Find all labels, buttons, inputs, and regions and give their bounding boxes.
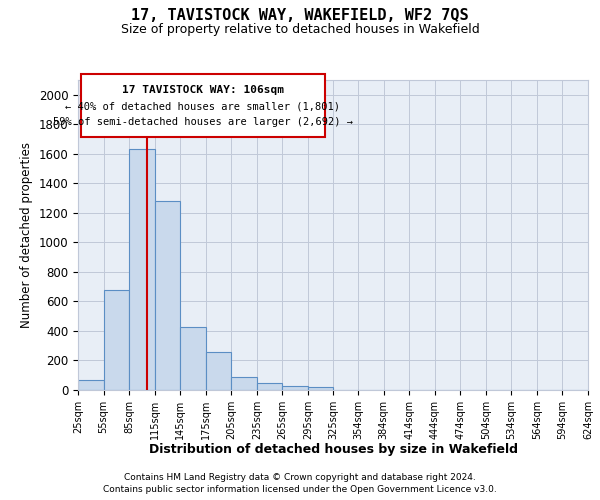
Bar bbox=[308, 387, 334, 390]
Text: 17 TAVISTOCK WAY: 106sqm: 17 TAVISTOCK WAY: 106sqm bbox=[122, 84, 284, 94]
Text: 59% of semi-detached houses are larger (2,692) →: 59% of semi-detached houses are larger (… bbox=[53, 117, 353, 127]
Bar bbox=[206, 352, 231, 390]
Y-axis label: Number of detached properties: Number of detached properties bbox=[20, 142, 33, 328]
Bar bbox=[231, 378, 257, 390]
Bar bbox=[78, 380, 104, 390]
Bar bbox=[180, 326, 206, 390]
Bar bbox=[129, 150, 155, 390]
Text: Size of property relative to detached houses in Wakefield: Size of property relative to detached ho… bbox=[121, 22, 479, 36]
Text: Distribution of detached houses by size in Wakefield: Distribution of detached houses by size … bbox=[149, 442, 517, 456]
Text: Contains HM Land Registry data © Crown copyright and database right 2024.: Contains HM Land Registry data © Crown c… bbox=[124, 472, 476, 482]
Bar bbox=[257, 382, 283, 390]
Bar bbox=[104, 290, 129, 390]
Text: ← 40% of detached houses are smaller (1,801): ← 40% of detached houses are smaller (1,… bbox=[65, 102, 340, 112]
FancyBboxPatch shape bbox=[80, 74, 325, 138]
Text: Contains public sector information licensed under the Open Government Licence v3: Contains public sector information licen… bbox=[103, 485, 497, 494]
Bar bbox=[155, 201, 180, 390]
Bar bbox=[283, 386, 308, 390]
Text: 17, TAVISTOCK WAY, WAKEFIELD, WF2 7QS: 17, TAVISTOCK WAY, WAKEFIELD, WF2 7QS bbox=[131, 8, 469, 22]
